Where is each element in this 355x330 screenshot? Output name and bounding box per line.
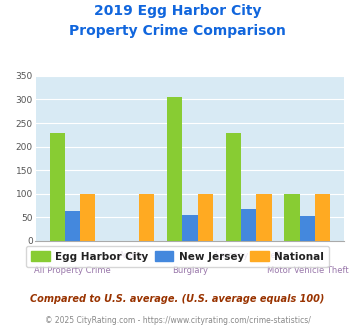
Bar <box>80 194 95 241</box>
Bar <box>198 194 213 241</box>
Text: 2019 Egg Harbor City: 2019 Egg Harbor City <box>94 4 261 18</box>
Bar <box>65 211 80 241</box>
Text: Arson: Arson <box>119 251 143 260</box>
Bar <box>241 209 256 241</box>
Bar <box>139 194 154 241</box>
Text: Larceny & Theft: Larceny & Theft <box>215 251 282 260</box>
Text: Compared to U.S. average. (U.S. average equals 100): Compared to U.S. average. (U.S. average … <box>30 294 325 304</box>
Bar <box>167 97 182 241</box>
Text: Motor Vehicle Theft: Motor Vehicle Theft <box>267 266 348 275</box>
Bar <box>300 216 315 241</box>
Bar <box>50 133 65 241</box>
Text: Property Crime Comparison: Property Crime Comparison <box>69 24 286 38</box>
Bar <box>315 194 330 241</box>
Legend: Egg Harbor City, New Jersey, National: Egg Harbor City, New Jersey, National <box>26 246 329 267</box>
Bar <box>226 133 241 241</box>
Bar <box>182 215 198 241</box>
Bar <box>256 194 272 241</box>
Text: © 2025 CityRating.com - https://www.cityrating.com/crime-statistics/: © 2025 CityRating.com - https://www.city… <box>45 316 310 325</box>
Text: All Property Crime: All Property Crime <box>34 266 111 275</box>
Bar <box>284 194 300 241</box>
Text: Burglary: Burglary <box>172 266 208 275</box>
